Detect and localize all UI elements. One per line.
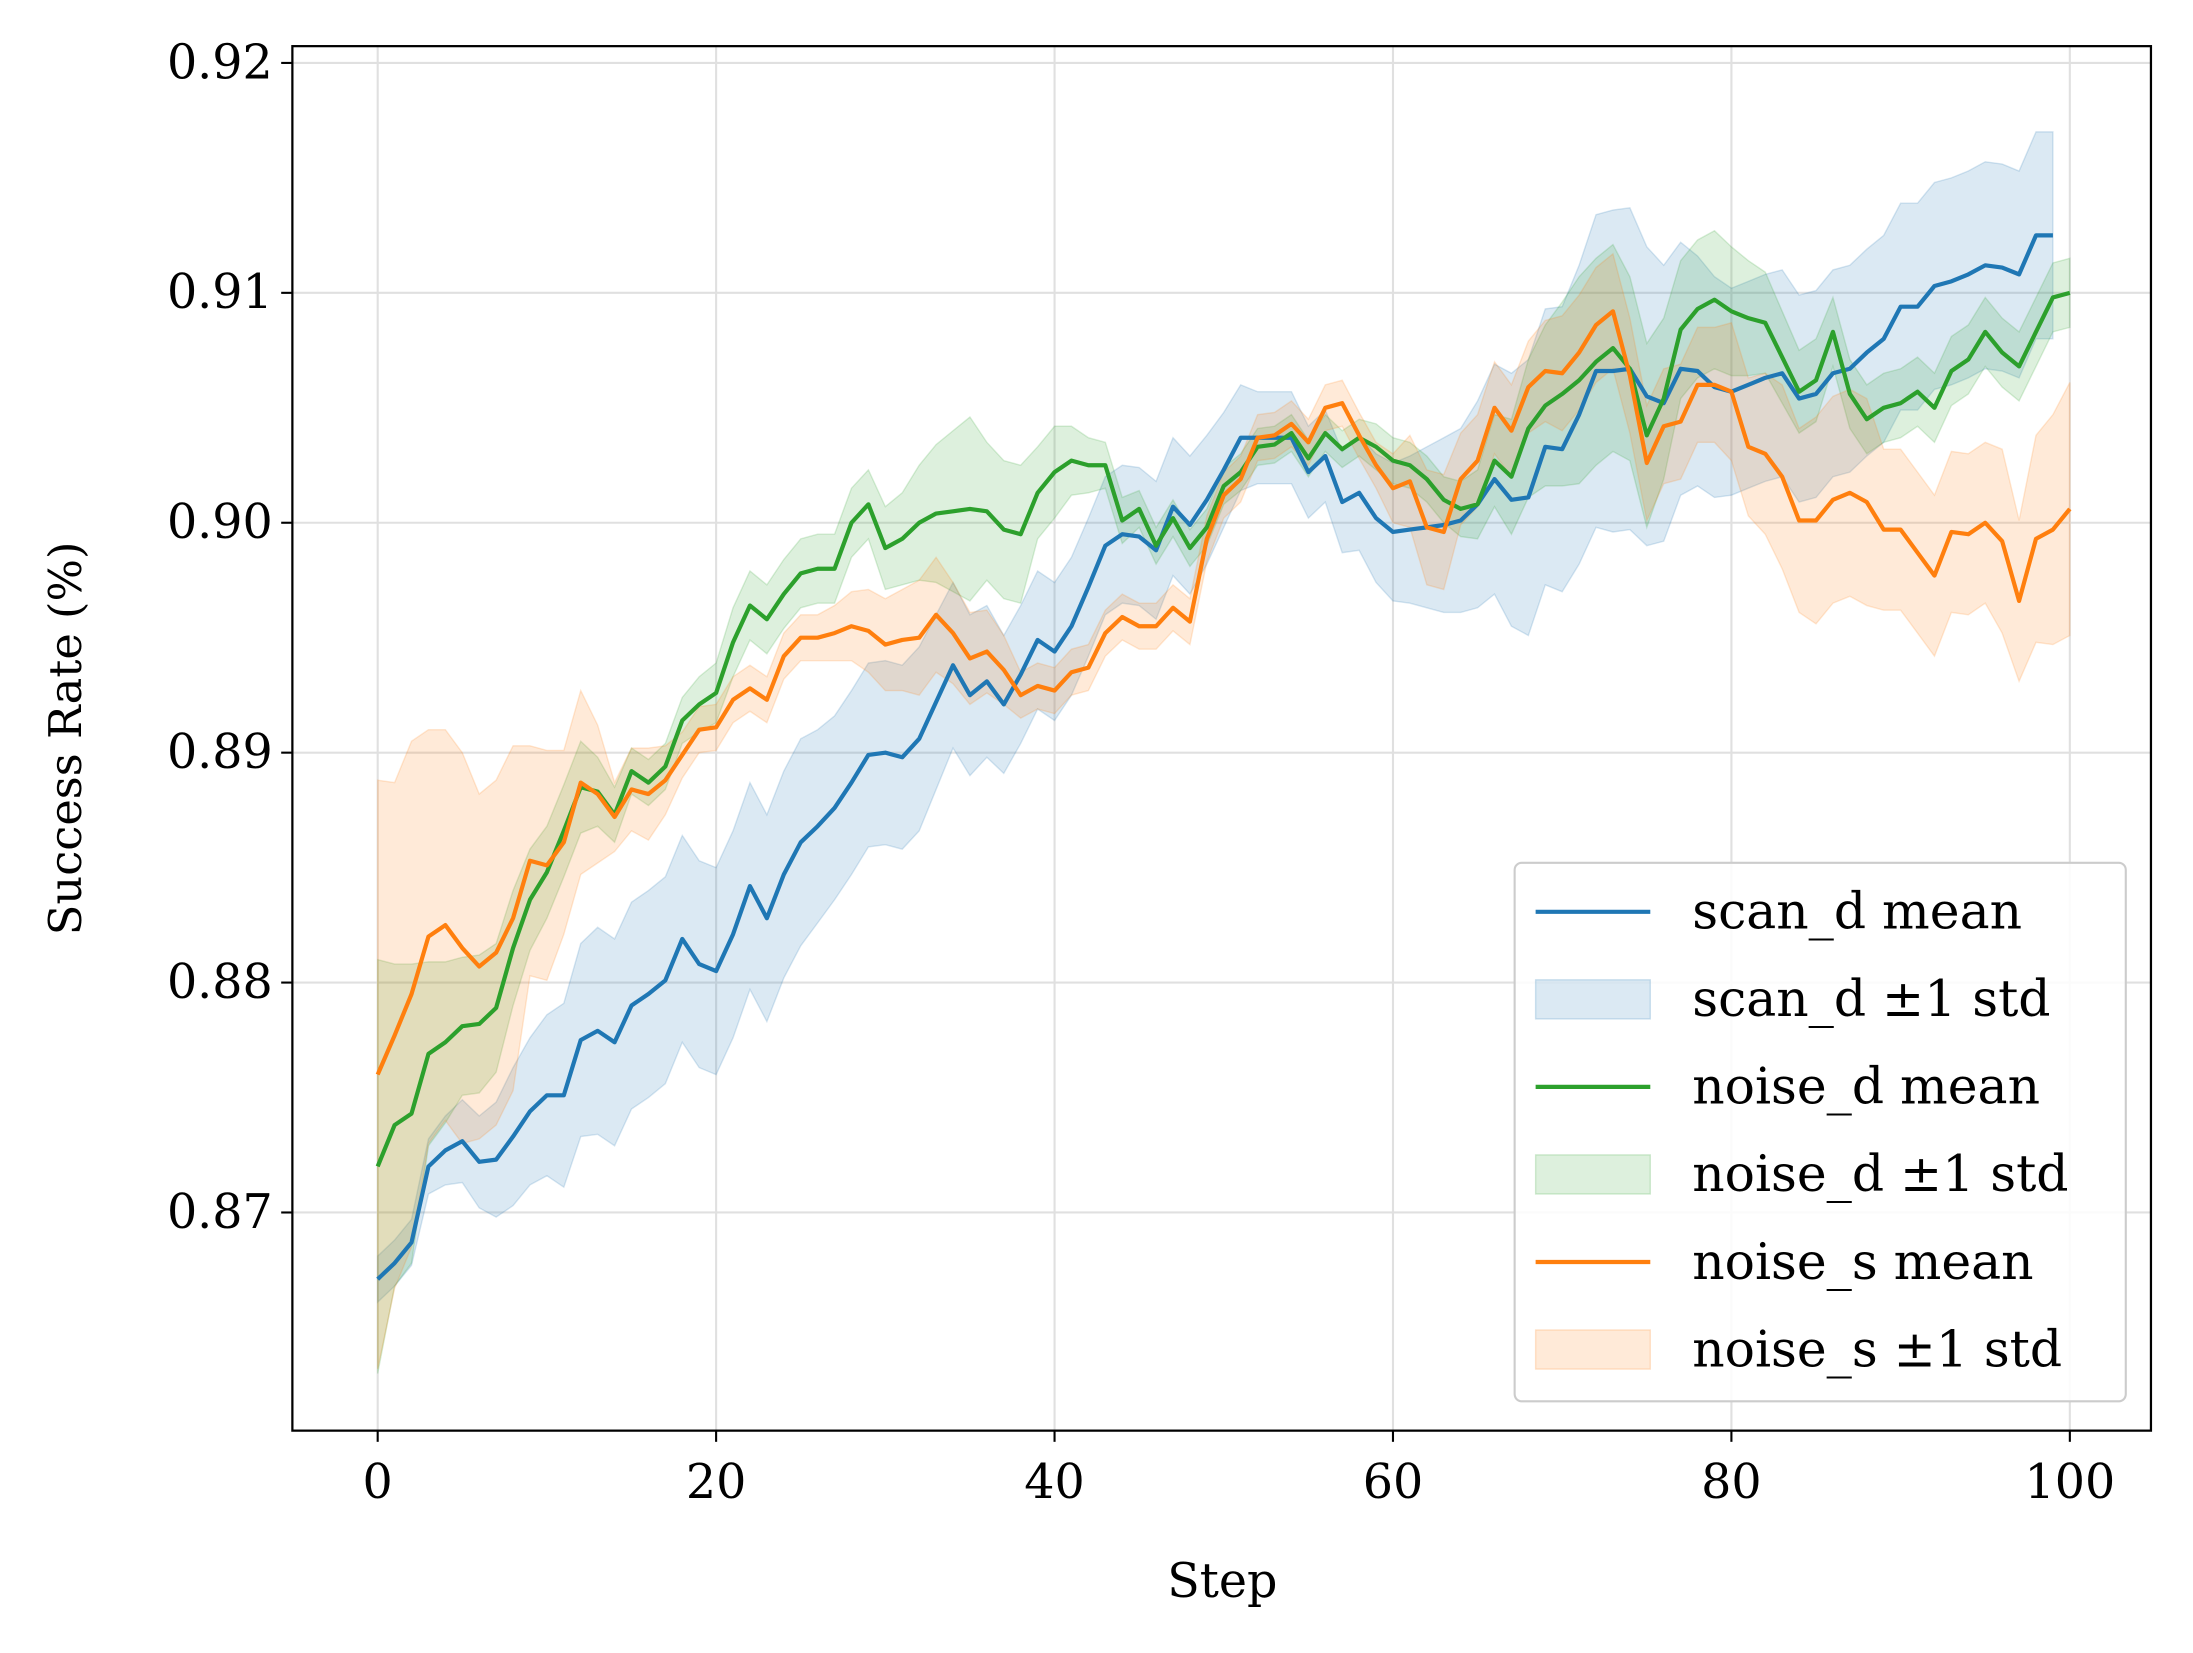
y-tick-label: 0.87 (167, 1185, 273, 1240)
legend-label: noise_d mean (1692, 1057, 2040, 1116)
y-tick-label: 0.89 (167, 725, 273, 780)
scan-d-std-band (376, 131, 2054, 1304)
x-tick-label: 60 (1363, 1455, 1423, 1510)
legend-swatch-noise-s-band (1534, 1329, 1651, 1370)
noise-d-mean-line (375, 290, 2071, 1168)
x-axis-label: Step (1167, 1554, 1277, 1609)
legend-label: scan_d ±1 std (1692, 969, 2050, 1028)
legend: scan_d mean scan_d ±1 std noise_d mean nois… (1513, 861, 2127, 1403)
x-tick-label: 100 (2024, 1455, 2115, 1510)
noise-s-mean-line (375, 309, 2072, 1076)
scan-d-mean-line (376, 233, 2053, 1281)
legend-label: noise_d ±1 std (1692, 1144, 2068, 1203)
y-tick-label: 0.91 (167, 265, 273, 320)
std-bands (376, 131, 2071, 1374)
x-tick-label: 40 (1024, 1455, 1084, 1510)
y-tick-label: 0.92 (167, 35, 273, 90)
x-tick-label: 20 (686, 1455, 746, 1510)
y-tick-label: 0.90 (167, 495, 273, 550)
plot-frame (291, 45, 2153, 1432)
x-tick-label: 0 (363, 1455, 393, 1510)
grid (292, 46, 2151, 1431)
axis-ticks: 0 20 40 60 80 100 0.87 0.88 0.89 0.90 0.91 0.92 (167, 35, 2115, 1509)
legend-box (1513, 861, 2127, 1403)
noise-s-std-band (376, 252, 2071, 1369)
y-tick-label: 0.88 (167, 955, 273, 1010)
noise-d-std-band (376, 229, 2071, 1374)
legend-label: scan_d mean (1692, 882, 2022, 941)
x-tick-label: 80 (1701, 1455, 1761, 1510)
legend-label: noise_s mean (1692, 1232, 2033, 1291)
mean-lines (375, 233, 2072, 1281)
legend-swatch-scan-d-band (1534, 979, 1651, 1020)
legend-label: noise_s ±1 std (1692, 1319, 2062, 1378)
legend-swatch-noise-d-band (1534, 1154, 1651, 1195)
y-axis-label: Success Rate (%) (39, 542, 92, 936)
